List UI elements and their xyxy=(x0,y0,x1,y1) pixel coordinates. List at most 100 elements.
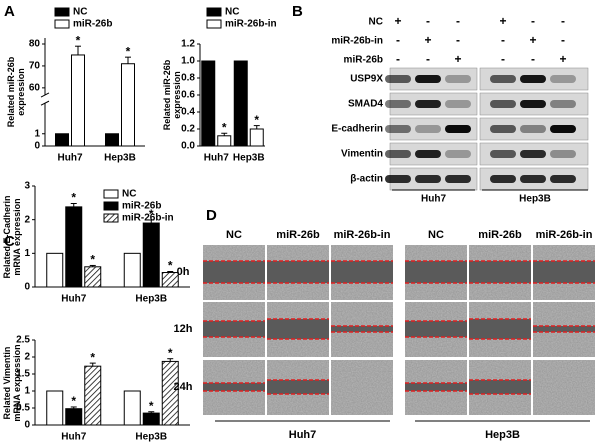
condition-sign: + xyxy=(559,52,566,66)
significance-mark: * xyxy=(254,113,259,127)
bar xyxy=(84,266,102,288)
blot-band xyxy=(415,75,441,83)
scratch-gap xyxy=(203,383,265,391)
axis-break xyxy=(40,100,50,106)
significance-mark: * xyxy=(168,259,173,273)
bar xyxy=(46,390,64,426)
condition-sign: - xyxy=(396,52,400,66)
legend-label: NC xyxy=(225,7,239,18)
y-tick-label: 70 xyxy=(29,61,41,72)
scratch-gap xyxy=(469,319,531,339)
blot-band xyxy=(490,175,516,183)
scratch-gap xyxy=(533,261,595,283)
scratch-gap xyxy=(405,321,467,337)
legend-swatch xyxy=(103,213,119,223)
condition-sign: + xyxy=(394,14,401,28)
significance-mark: * xyxy=(90,350,95,364)
legend-swatch xyxy=(54,19,70,29)
blot-band xyxy=(445,125,471,133)
y-tick-label: 2 xyxy=(24,214,30,225)
blot-band xyxy=(520,75,546,83)
x-tick-label: Hep3B xyxy=(233,153,265,164)
bar xyxy=(46,252,64,288)
timepoint-label: 12h xyxy=(174,323,193,335)
condition-sign: - xyxy=(531,52,535,66)
blot-band xyxy=(520,125,546,133)
bar xyxy=(121,63,135,147)
blot-band xyxy=(415,125,441,133)
y-tick-label: 0.6 xyxy=(181,90,195,101)
bar xyxy=(217,135,232,147)
scratch-gap xyxy=(203,261,265,283)
legend-label: miR-26b-in xyxy=(225,19,277,30)
significance-mark: * xyxy=(149,207,154,221)
blot-strip xyxy=(479,117,589,141)
scratch-gap xyxy=(267,261,329,283)
blot-band xyxy=(550,175,576,183)
significance-mark: * xyxy=(168,346,173,360)
significance-mark: * xyxy=(71,191,76,205)
protein-label: USP9X xyxy=(350,74,383,85)
group-label: Hep3B xyxy=(519,194,551,205)
y-tick-label: 0.5 xyxy=(16,403,30,414)
y-tick-label: 0 xyxy=(34,141,40,152)
panel-label: C xyxy=(4,233,15,250)
condition-label: miR-26b xyxy=(344,55,383,66)
y-axis-label: Related miR-26b expression xyxy=(162,59,182,131)
y-tick-label: 0.0 xyxy=(181,141,195,152)
legend-label: miR-26b xyxy=(122,201,161,212)
condition-sign: + xyxy=(454,52,461,66)
blot-band xyxy=(415,150,441,158)
scratch-gap xyxy=(267,380,329,394)
legend-swatch xyxy=(103,189,119,199)
x-tick-label: Huh7 xyxy=(204,153,229,164)
blot-band xyxy=(385,125,411,133)
y-tick-label: 0.8 xyxy=(181,73,195,84)
panel-label: B xyxy=(292,3,303,20)
legend-label: NC xyxy=(122,189,136,200)
blot-band xyxy=(385,175,411,183)
blot-band xyxy=(445,150,471,158)
blot-band xyxy=(550,100,576,108)
significance-mark: * xyxy=(126,44,131,58)
blot-band xyxy=(385,75,411,83)
x-tick-label: Huh7 xyxy=(61,294,86,305)
condition-sign: + xyxy=(424,33,431,47)
group-label: Huh7 xyxy=(421,194,446,205)
legend-swatch xyxy=(206,19,222,29)
y-tick-label: 3 xyxy=(24,181,30,192)
micrograph xyxy=(533,360,595,415)
scratch-gap xyxy=(405,383,467,391)
blot-band xyxy=(385,100,411,108)
protein-label: SMAD4 xyxy=(348,99,383,110)
y-tick-label: 1.0 xyxy=(181,56,195,67)
column-label: NC xyxy=(428,229,444,241)
column-label: miR-26b-in xyxy=(334,229,391,241)
column-label: miR-26b xyxy=(276,229,320,241)
significance-mark: * xyxy=(71,394,76,408)
x-tick-label: Hep3B xyxy=(135,432,167,443)
panel-label: A xyxy=(4,3,15,20)
condition-sign: - xyxy=(456,14,460,28)
protein-label: E-cadherin xyxy=(331,124,383,135)
condition-sign: - xyxy=(531,14,535,28)
condition-label: miR-26b-in xyxy=(331,36,383,47)
scratch-gap xyxy=(405,261,467,283)
blot-band xyxy=(550,75,576,83)
y-tick-label: 60 xyxy=(29,83,41,94)
blot-band xyxy=(520,150,546,158)
bar xyxy=(233,60,248,147)
condition-sign: - xyxy=(501,52,505,66)
blot-band xyxy=(490,75,516,83)
bar xyxy=(71,54,85,147)
axis-break xyxy=(40,92,50,98)
blot-band xyxy=(415,100,441,108)
blot-band xyxy=(415,175,441,183)
x-tick-label: Huh7 xyxy=(61,432,86,443)
group-label: Huh7 xyxy=(289,429,317,441)
significance-mark: * xyxy=(149,399,154,413)
condition-sign: - xyxy=(396,33,400,47)
condition-label: NC xyxy=(369,17,383,28)
condition-sign: - xyxy=(426,52,430,66)
bar xyxy=(105,133,119,147)
